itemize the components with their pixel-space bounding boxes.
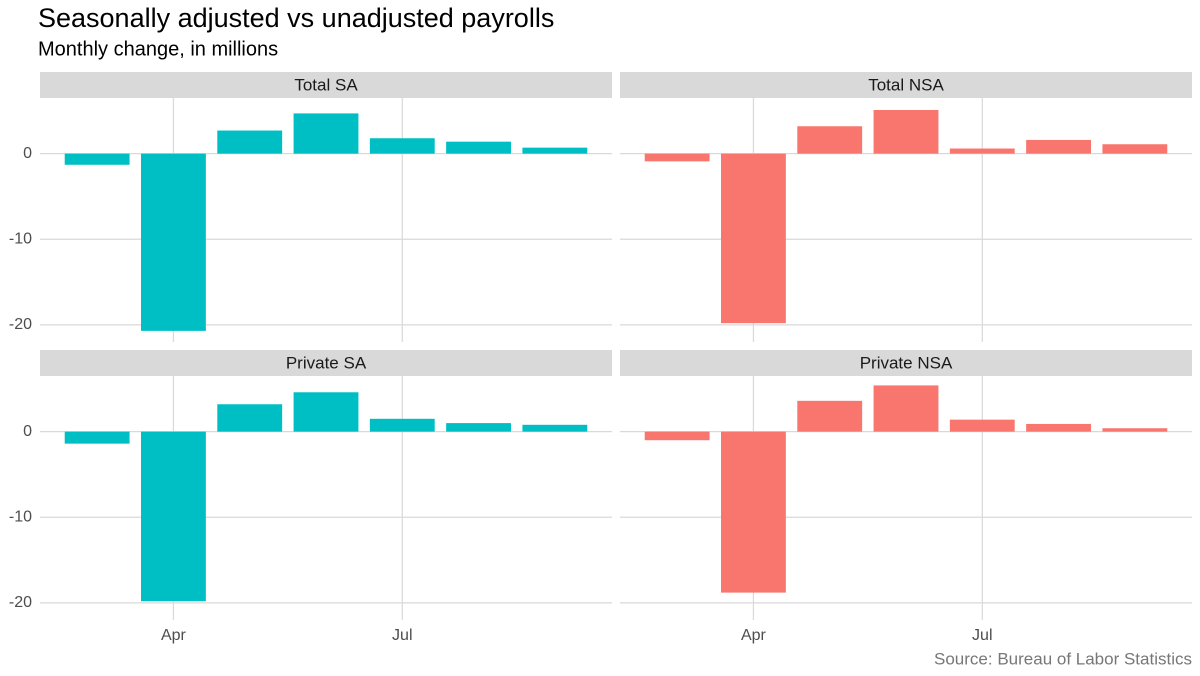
chart-subtitle: Monthly change, in millions: [38, 38, 278, 60]
bar: [1102, 428, 1168, 432]
bar: [293, 392, 359, 432]
bar: [1102, 144, 1168, 154]
bar: [1026, 139, 1091, 154]
bar: [446, 141, 511, 154]
bar: [644, 153, 710, 162]
facet-title: Total NSA: [868, 75, 944, 94]
bar: [217, 130, 283, 154]
x-tick-label: Apr: [741, 627, 767, 644]
y-tick-label: 0: [23, 423, 32, 440]
facet-title: Total SA: [294, 75, 358, 94]
x-tick-label: Jul: [972, 627, 992, 644]
bar: [293, 113, 359, 154]
bar: [644, 431, 710, 441]
bar: [446, 423, 511, 432]
facet-strip: [40, 350, 612, 376]
facet-title: Private SA: [286, 353, 367, 372]
bar: [64, 153, 130, 165]
chart-title: Seasonally adjusted vs unadjusted payrol…: [38, 3, 554, 33]
y-tick-label: 0: [23, 145, 32, 162]
bar: [873, 385, 939, 432]
y-tick-label: -20: [9, 316, 32, 333]
facet-strip: [620, 350, 1192, 376]
bar: [721, 431, 786, 593]
y-tick-label: -20: [9, 594, 32, 611]
facet-strip: [40, 72, 612, 98]
bar: [141, 431, 206, 602]
bar: [369, 138, 435, 154]
bar: [64, 431, 130, 444]
facet-title: Private NSA: [860, 353, 953, 372]
bar: [369, 418, 435, 432]
bar: [949, 419, 1015, 432]
bar: [141, 153, 206, 331]
y-tick-label: -10: [9, 230, 32, 247]
y-tick-label: -10: [9, 508, 32, 525]
bar: [949, 148, 1015, 154]
bar: [873, 109, 939, 154]
caption: Source: Bureau of Labor Statistics: [934, 649, 1192, 668]
bar: [721, 153, 786, 324]
bar: [797, 126, 863, 154]
facet-strip: [620, 72, 1192, 98]
x-tick-label: Jul: [392, 627, 412, 644]
x-tick-label: Apr: [161, 627, 187, 644]
bar: [217, 404, 283, 432]
bar: [1026, 423, 1091, 432]
bar: [797, 400, 863, 432]
bar: [522, 147, 588, 154]
bar: [522, 424, 588, 432]
